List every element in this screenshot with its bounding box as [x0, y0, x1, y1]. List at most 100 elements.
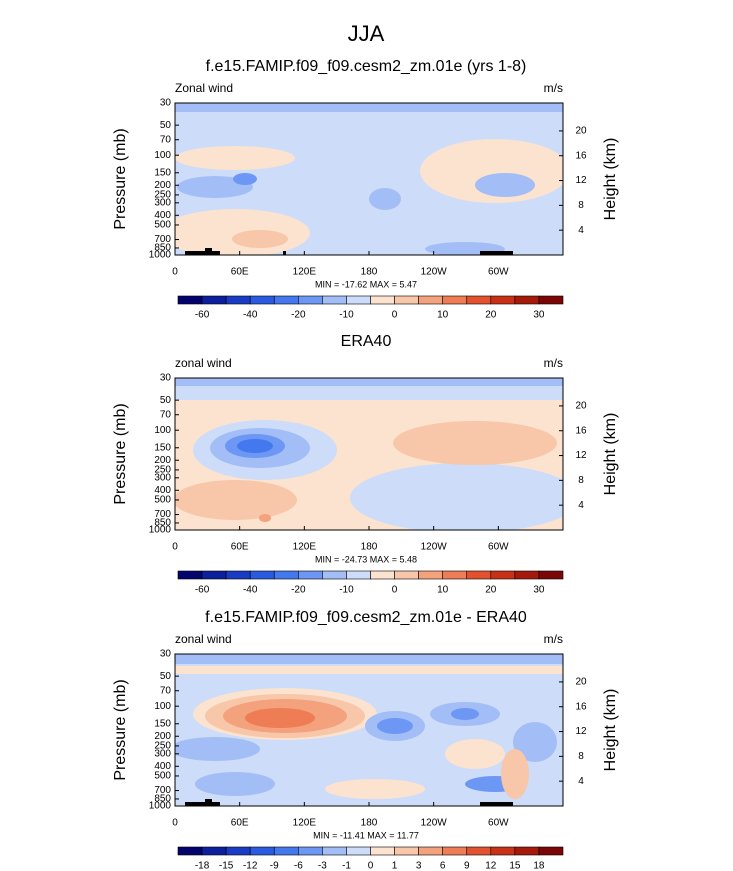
colorbar-box	[322, 846, 347, 856]
colorbar-box	[442, 846, 468, 856]
colorbar-label: -6	[294, 861, 303, 871]
y-tick-label: 850	[154, 518, 171, 529]
panel-title: ERA40	[341, 333, 392, 350]
y-tick-label: 150	[154, 718, 171, 729]
field-region	[259, 514, 271, 522]
colorbar-box	[418, 570, 443, 580]
field-band	[175, 378, 563, 386]
colorbar-label: -10	[339, 310, 354, 321]
x-tick-label: 0	[172, 818, 178, 829]
field-region	[445, 739, 505, 769]
y-tick-label: 50	[160, 671, 172, 682]
colorbar-box	[370, 846, 395, 856]
colorbar-box	[538, 846, 564, 856]
field-band	[175, 654, 563, 664]
colorbar-box	[346, 570, 371, 580]
field-region	[501, 749, 529, 799]
y-tick-label: 700	[154, 509, 171, 520]
colorbar-box	[442, 570, 468, 580]
y-tick-label: 150	[154, 167, 171, 178]
y2-tick-label: 4	[578, 225, 584, 236]
x-tick-label: 120E	[293, 267, 317, 278]
colorbar-box	[490, 570, 516, 580]
colorbar-label: 10	[437, 310, 449, 321]
y-tick-label: 250	[154, 741, 171, 752]
figure-title: JJA	[348, 21, 385, 46]
colorbar-box	[249, 846, 275, 856]
y-tick-label: 70	[160, 134, 172, 145]
x-tick-label: 120W	[421, 818, 448, 829]
colorbar-box	[394, 846, 419, 856]
contour-field	[175, 654, 563, 806]
colorbar-label: -60	[195, 310, 210, 321]
y-tick-label: 1000	[149, 250, 172, 261]
colorbar-box	[538, 570, 564, 580]
colorbar-box	[466, 295, 492, 305]
y2-tick-label: 12	[575, 450, 587, 461]
colorbar-box	[370, 570, 395, 580]
colorbar-label: -18	[195, 861, 210, 871]
y2-tick-label: 20	[575, 677, 587, 688]
y-tick-label: 300	[154, 748, 171, 759]
y2-tick-label: 20	[575, 401, 587, 412]
y-tick-label: 50	[160, 395, 172, 406]
left-label: zonal wind	[175, 356, 232, 370]
colorbar-label: -10	[339, 585, 354, 596]
colorbar-box	[201, 846, 227, 856]
colorbar-box	[418, 295, 443, 305]
colorbar-box	[249, 295, 275, 305]
x-tick-label: 60W	[488, 267, 509, 278]
y2-tick-label: 8	[578, 200, 584, 211]
x-tick-label: 180	[361, 542, 378, 553]
colorbar-box	[466, 846, 492, 856]
x-tick-label: 60E	[231, 267, 249, 278]
field-band	[175, 386, 563, 400]
field-region	[245, 708, 315, 728]
right-label: m/s	[544, 356, 563, 370]
field-region	[232, 230, 288, 248]
colorbar-label: 6	[440, 861, 446, 871]
y2-tick-label: 8	[578, 475, 584, 486]
colorbar-box	[322, 295, 347, 305]
colorbar-label: -9	[270, 861, 279, 871]
y-tick-label: 70	[160, 409, 172, 420]
colorbar-box	[225, 846, 251, 856]
colorbar-box	[490, 295, 516, 305]
contour-field	[175, 103, 563, 255]
colorbar-label: 0	[392, 585, 398, 596]
x-tick-label: 120E	[293, 542, 317, 553]
colorbar-box	[322, 570, 347, 580]
x-tick-label: 120W	[421, 267, 448, 278]
y-tick-label: 850	[154, 794, 171, 805]
colorbar-box	[514, 846, 540, 856]
y-tick-label: 400	[154, 210, 171, 221]
topography	[480, 251, 513, 255]
topography	[480, 802, 513, 806]
colorbar-box	[201, 570, 227, 580]
field-region	[175, 146, 295, 170]
colorbar-box	[201, 295, 227, 305]
x-tick-label: 180	[361, 267, 378, 278]
panel-title: f.e15.FAMIP.f09_f09.cesm2_zm.01e - ERA40	[205, 609, 527, 626]
x-tick-label: 60W	[488, 542, 509, 553]
colorbar-box	[177, 570, 203, 580]
y-axis-title: Pressure (mb)	[112, 679, 129, 780]
field-region	[177, 176, 253, 198]
colorbar-label: -20	[291, 585, 306, 596]
colorbar-box	[273, 295, 299, 305]
y2-axis-title: Height (km)	[602, 689, 619, 772]
colorbar-box	[225, 570, 251, 580]
y-tick-label: 200	[154, 180, 171, 191]
y-tick-label: 400	[154, 761, 171, 772]
field-region	[325, 779, 425, 799]
field-region	[195, 772, 275, 796]
field-region	[393, 421, 557, 465]
colorbar-box	[273, 570, 299, 580]
colorbar-label: 10	[437, 585, 449, 596]
colorbar-box	[177, 846, 203, 856]
field-band	[175, 666, 563, 674]
y-tick-label: 1000	[149, 801, 172, 812]
field-region	[350, 463, 563, 530]
colorbar-box	[394, 295, 419, 305]
